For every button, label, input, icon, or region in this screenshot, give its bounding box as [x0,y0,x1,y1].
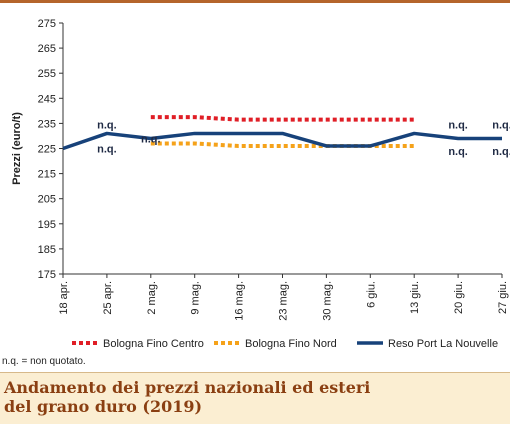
y-tick-label: 235 [38,118,56,130]
x-tick-label: 16 mag. [234,281,246,321]
y-tick-label: 215 [38,169,56,181]
x-tick-label: 25 apr. [102,281,114,315]
x-tick-label: 30 mag. [321,281,333,321]
nq-annotation: n.q. [141,133,161,145]
nq-annotation: n.q. [492,120,510,132]
x-tick-label: 20 giu. [453,281,465,314]
nq-annotation: n.q. [492,146,510,158]
nq-annotation: n.q. [448,146,468,158]
y-tick-label: 205 [38,194,56,206]
y-tick-label: 195 [38,219,56,231]
x-tick-label: 13 giu. [409,281,421,314]
x-tick-label: 23 mag. [278,281,290,321]
nq-annotation: n.q. [97,144,117,156]
x-tick-label: 2 mag. [146,281,158,315]
y-tick-label: 255 [38,68,56,80]
nq-annotation: n.q. [97,120,117,132]
x-tick-label: 18 apr. [58,281,70,315]
y-tick-label: 265 [38,43,56,55]
series-line-2 [62,131,502,151]
y-tick-label: 245 [38,93,56,105]
y-axis-label: Prezzi (euro/t) [11,112,23,185]
chart-title: Andamento dei prezzi nazionali ed esteri… [4,378,371,416]
legend-label-1: Bologna Fino Nord [245,338,337,350]
title-box: Andamento dei prezzi nazionali ed esteri… [0,372,510,424]
footnote: n.q. = non quotato. [2,356,86,367]
y-tick-label: 185 [38,244,56,256]
y-tick-label: 225 [38,144,56,156]
y-tick-label: 275 [38,18,56,30]
series-line-0 [150,115,415,122]
price-chart: 175 185 195 205 215 225 235 245 255 265 275 Prezzi … [11,18,510,350]
legend-label-2: Reso Port La Nouvelle [388,338,498,350]
x-tick-label: 6 giu. [365,281,377,308]
y-tick-label: 175 [38,269,56,281]
legend-label-0: Bologna Fino Centro [103,338,204,350]
x-tick-label: 27 giu. [497,281,509,314]
x-tick-label: 9 mag. [190,281,202,315]
nq-annotation: n.q. [448,120,468,132]
top-rule [0,0,510,3]
